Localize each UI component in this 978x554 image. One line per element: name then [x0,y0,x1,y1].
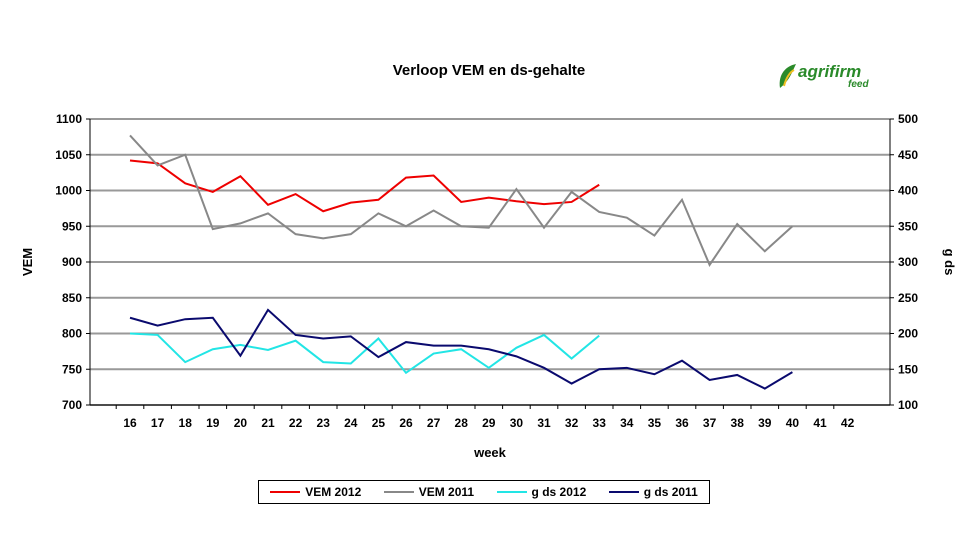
x-axis-label: week [473,445,507,460]
series-line-g-ds-2012 [129,332,600,375]
legend-item: VEM 2012 [270,485,361,499]
x-tick-label: 40 [786,416,800,430]
legend-swatch [608,491,639,493]
logo-leaf-icon [779,64,796,88]
x-tick-label: 42 [841,416,855,430]
x-tick-label: 27 [427,416,441,430]
agrifirm-logo: agrifirm feed [776,60,876,94]
x-tick-label: 37 [703,416,717,430]
x-tick-label: 17 [151,416,165,430]
legend-swatch [383,491,414,493]
x-tick-label: 26 [399,416,413,430]
x-tick-label: 35 [648,416,662,430]
x-tick-label: 18 [179,416,193,430]
y-tick-label: 750 [62,362,82,376]
y-tick-label: 700 [62,398,82,412]
y-tick-label: 850 [62,291,82,305]
series-line-vem-2011 [129,134,794,267]
x-tick-label: 24 [344,416,358,430]
x-tick-label: 28 [455,416,469,430]
x-tick-label: 34 [620,416,634,430]
x-tick-label: 20 [234,416,248,430]
y-tick-label: 1050 [55,148,82,162]
legend-item: VEM 2011 [383,485,475,499]
y-tick-label: 950 [62,219,82,233]
x-tick-label: 38 [731,416,745,430]
x-tick-label: 30 [510,416,524,430]
x-tick-label: 25 [372,416,386,430]
x-tick-label: 36 [675,416,689,430]
x-tick-label: 33 [593,416,607,430]
x-tick-label: 19 [206,416,220,430]
x-tick-label: 41 [813,416,827,430]
legend-label: VEM 2012 [305,485,362,499]
legend-swatch [270,491,301,493]
legend-label: VEM 2011 [418,485,475,499]
series-line-g-ds-2011 [129,308,793,390]
series-line-vem-2012 [129,159,600,213]
x-tick-label: 39 [758,416,772,430]
x-tick-label: 22 [289,416,303,430]
y2-tick-label: 150 [898,362,918,376]
x-tick-label: 32 [565,416,579,430]
y-tick-label: 800 [62,327,82,341]
y2-tick-label: 100 [898,398,918,412]
y2-tick-label: 350 [898,219,918,233]
y-tick-label: 1000 [55,184,82,198]
x-tick-label: 29 [482,416,496,430]
y2-axis-label: g ds [942,249,957,276]
y-tick-label: 1100 [56,112,82,126]
chart-title: Verloop VEM en ds-gehalte [392,62,586,79]
y2-tick-label: 500 [898,112,918,126]
y2-tick-label: 300 [898,255,918,269]
legend-item: g ds 2012 [496,485,587,499]
x-tick-label: 23 [317,416,331,430]
x-tick-label: 31 [537,416,551,430]
y2-tick-label: 200 [898,327,918,341]
y2-tick-label: 250 [898,291,918,305]
y2-tick-label: 400 [898,184,918,198]
y-axis-label: VEM [20,248,35,276]
legend-item: g ds 2011 [608,485,698,499]
x-tick-label: 21 [261,416,275,430]
legend-label: g ds 2011 [643,485,698,499]
legend: VEM 2012 VEM 2011 g ds 2012 g ds 2011 [258,480,710,504]
legend-swatch [496,491,527,493]
x-tick-label: 16 [123,416,137,430]
y-tick-label: 900 [62,255,82,269]
y2-tick-label: 450 [898,148,918,162]
legend-label: g ds 2012 [531,485,587,499]
